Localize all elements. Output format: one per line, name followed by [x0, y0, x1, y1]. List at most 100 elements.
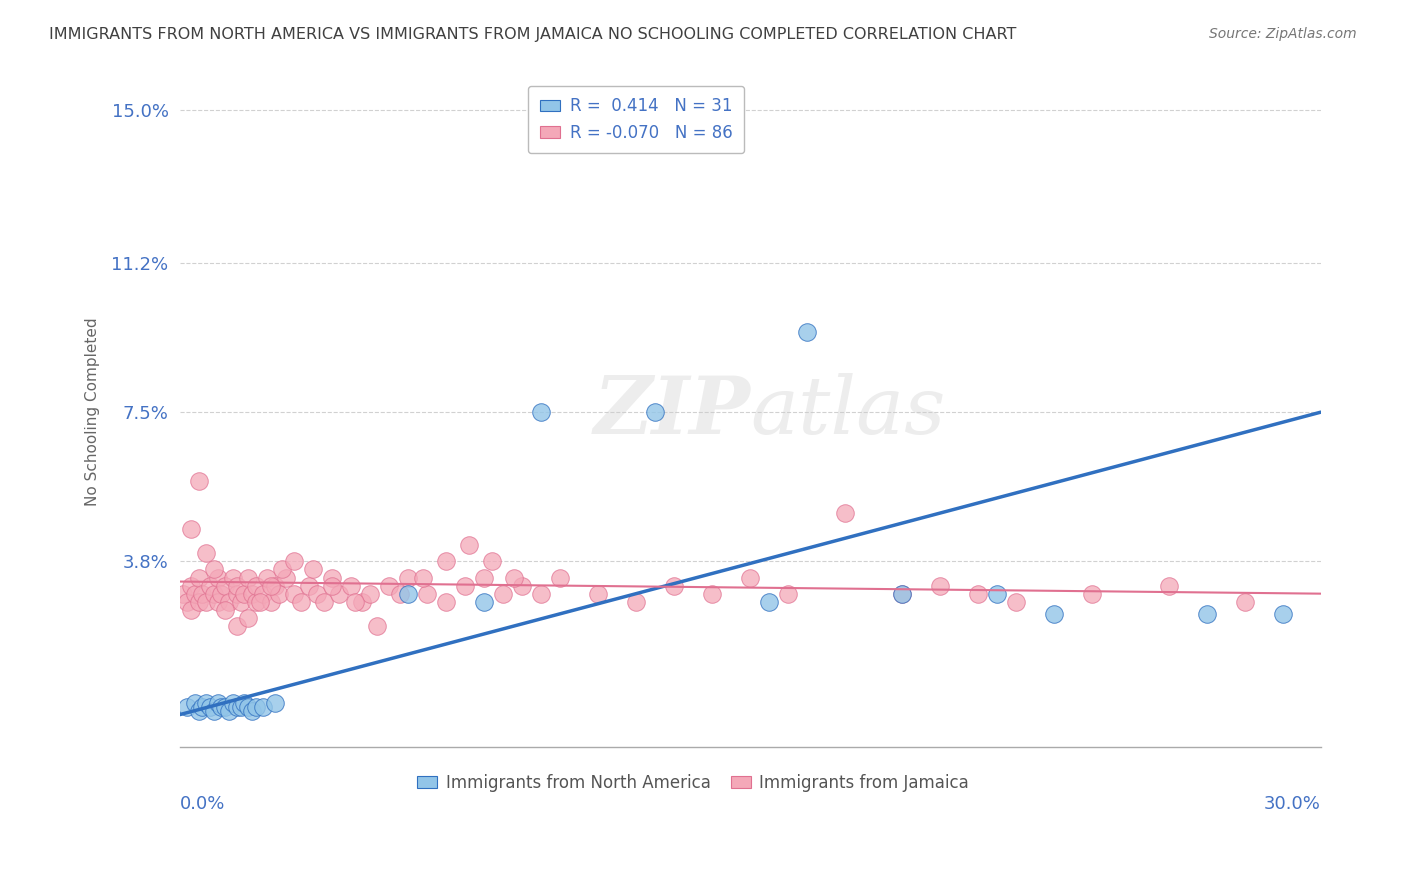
Point: [434, 595, 457, 609]
Point: [503, 570, 526, 584]
Point: [176, 595, 198, 609]
Point: [195, 595, 218, 609]
Point: [225, 587, 247, 601]
Point: [187, 595, 209, 609]
Point: [180, 603, 202, 617]
Point: [202, 587, 225, 601]
Point: [416, 587, 439, 601]
Point: [207, 570, 229, 584]
Point: [1043, 607, 1066, 621]
Point: [211, 699, 233, 714]
Point: [967, 587, 990, 601]
Point: [187, 570, 209, 584]
Point: [457, 538, 479, 552]
Point: [240, 704, 263, 718]
Point: [233, 587, 256, 601]
Point: [233, 696, 256, 710]
Point: [758, 595, 780, 609]
Point: [1195, 607, 1218, 621]
Point: [314, 595, 336, 609]
Point: [245, 595, 267, 609]
Point: [389, 587, 412, 601]
Point: [267, 587, 290, 601]
Point: [260, 595, 283, 609]
Point: [240, 587, 263, 601]
Point: [191, 587, 214, 601]
Point: [236, 611, 259, 625]
Point: [225, 699, 247, 714]
Point: [176, 699, 198, 714]
Point: [172, 587, 194, 601]
Point: [260, 578, 283, 592]
Point: [184, 587, 207, 601]
Point: [492, 587, 515, 601]
Point: [263, 578, 285, 592]
Point: [249, 595, 271, 609]
Point: [891, 587, 914, 601]
Point: [256, 570, 278, 584]
Point: [202, 562, 225, 576]
Point: [218, 704, 240, 718]
Point: [366, 619, 388, 633]
Point: [184, 696, 207, 710]
Point: [986, 587, 1008, 601]
Point: [263, 696, 285, 710]
Point: [891, 587, 914, 601]
Point: [225, 578, 247, 592]
Point: [290, 595, 312, 609]
Point: [276, 570, 298, 584]
Point: [180, 578, 202, 592]
Point: [187, 474, 209, 488]
Text: Source: ZipAtlas.com: Source: ZipAtlas.com: [1209, 27, 1357, 41]
Point: [207, 696, 229, 710]
Point: [434, 554, 457, 568]
Point: [229, 699, 252, 714]
Point: [472, 595, 495, 609]
Point: [245, 578, 267, 592]
Y-axis label: No Schooling Completed: No Schooling Completed: [86, 318, 100, 507]
Point: [644, 405, 666, 419]
Point: [283, 587, 305, 601]
Point: [283, 554, 305, 568]
Point: [305, 587, 328, 601]
Legend: Immigrants from North America, Immigrants from Jamaica: Immigrants from North America, Immigrant…: [411, 767, 976, 799]
Point: [187, 704, 209, 718]
Point: [271, 562, 294, 576]
Point: [1157, 578, 1180, 592]
Point: [778, 587, 800, 601]
Point: [321, 570, 343, 584]
Point: [481, 554, 503, 568]
Point: [225, 619, 247, 633]
Point: [214, 699, 236, 714]
Point: [396, 587, 419, 601]
Point: [191, 699, 214, 714]
Point: [214, 578, 236, 592]
Point: [229, 595, 252, 609]
Point: [236, 570, 259, 584]
Point: [929, 578, 952, 592]
Point: [586, 587, 609, 601]
Point: [218, 595, 240, 609]
Point: [359, 587, 381, 601]
Point: [222, 696, 245, 710]
Point: [180, 522, 202, 536]
Point: [236, 699, 259, 714]
Text: atlas: atlas: [751, 374, 946, 451]
Point: [548, 570, 571, 584]
Point: [207, 595, 229, 609]
Point: [195, 696, 218, 710]
Point: [352, 595, 374, 609]
Point: [1081, 587, 1104, 601]
Point: [340, 578, 363, 592]
Point: [396, 570, 419, 584]
Point: [510, 578, 533, 592]
Point: [252, 699, 274, 714]
Point: [298, 578, 321, 592]
Text: 30.0%: 30.0%: [1264, 796, 1320, 814]
Point: [301, 562, 323, 576]
Point: [1233, 595, 1256, 609]
Point: [195, 546, 218, 560]
Point: [222, 570, 245, 584]
Point: [245, 699, 267, 714]
Point: [343, 595, 366, 609]
